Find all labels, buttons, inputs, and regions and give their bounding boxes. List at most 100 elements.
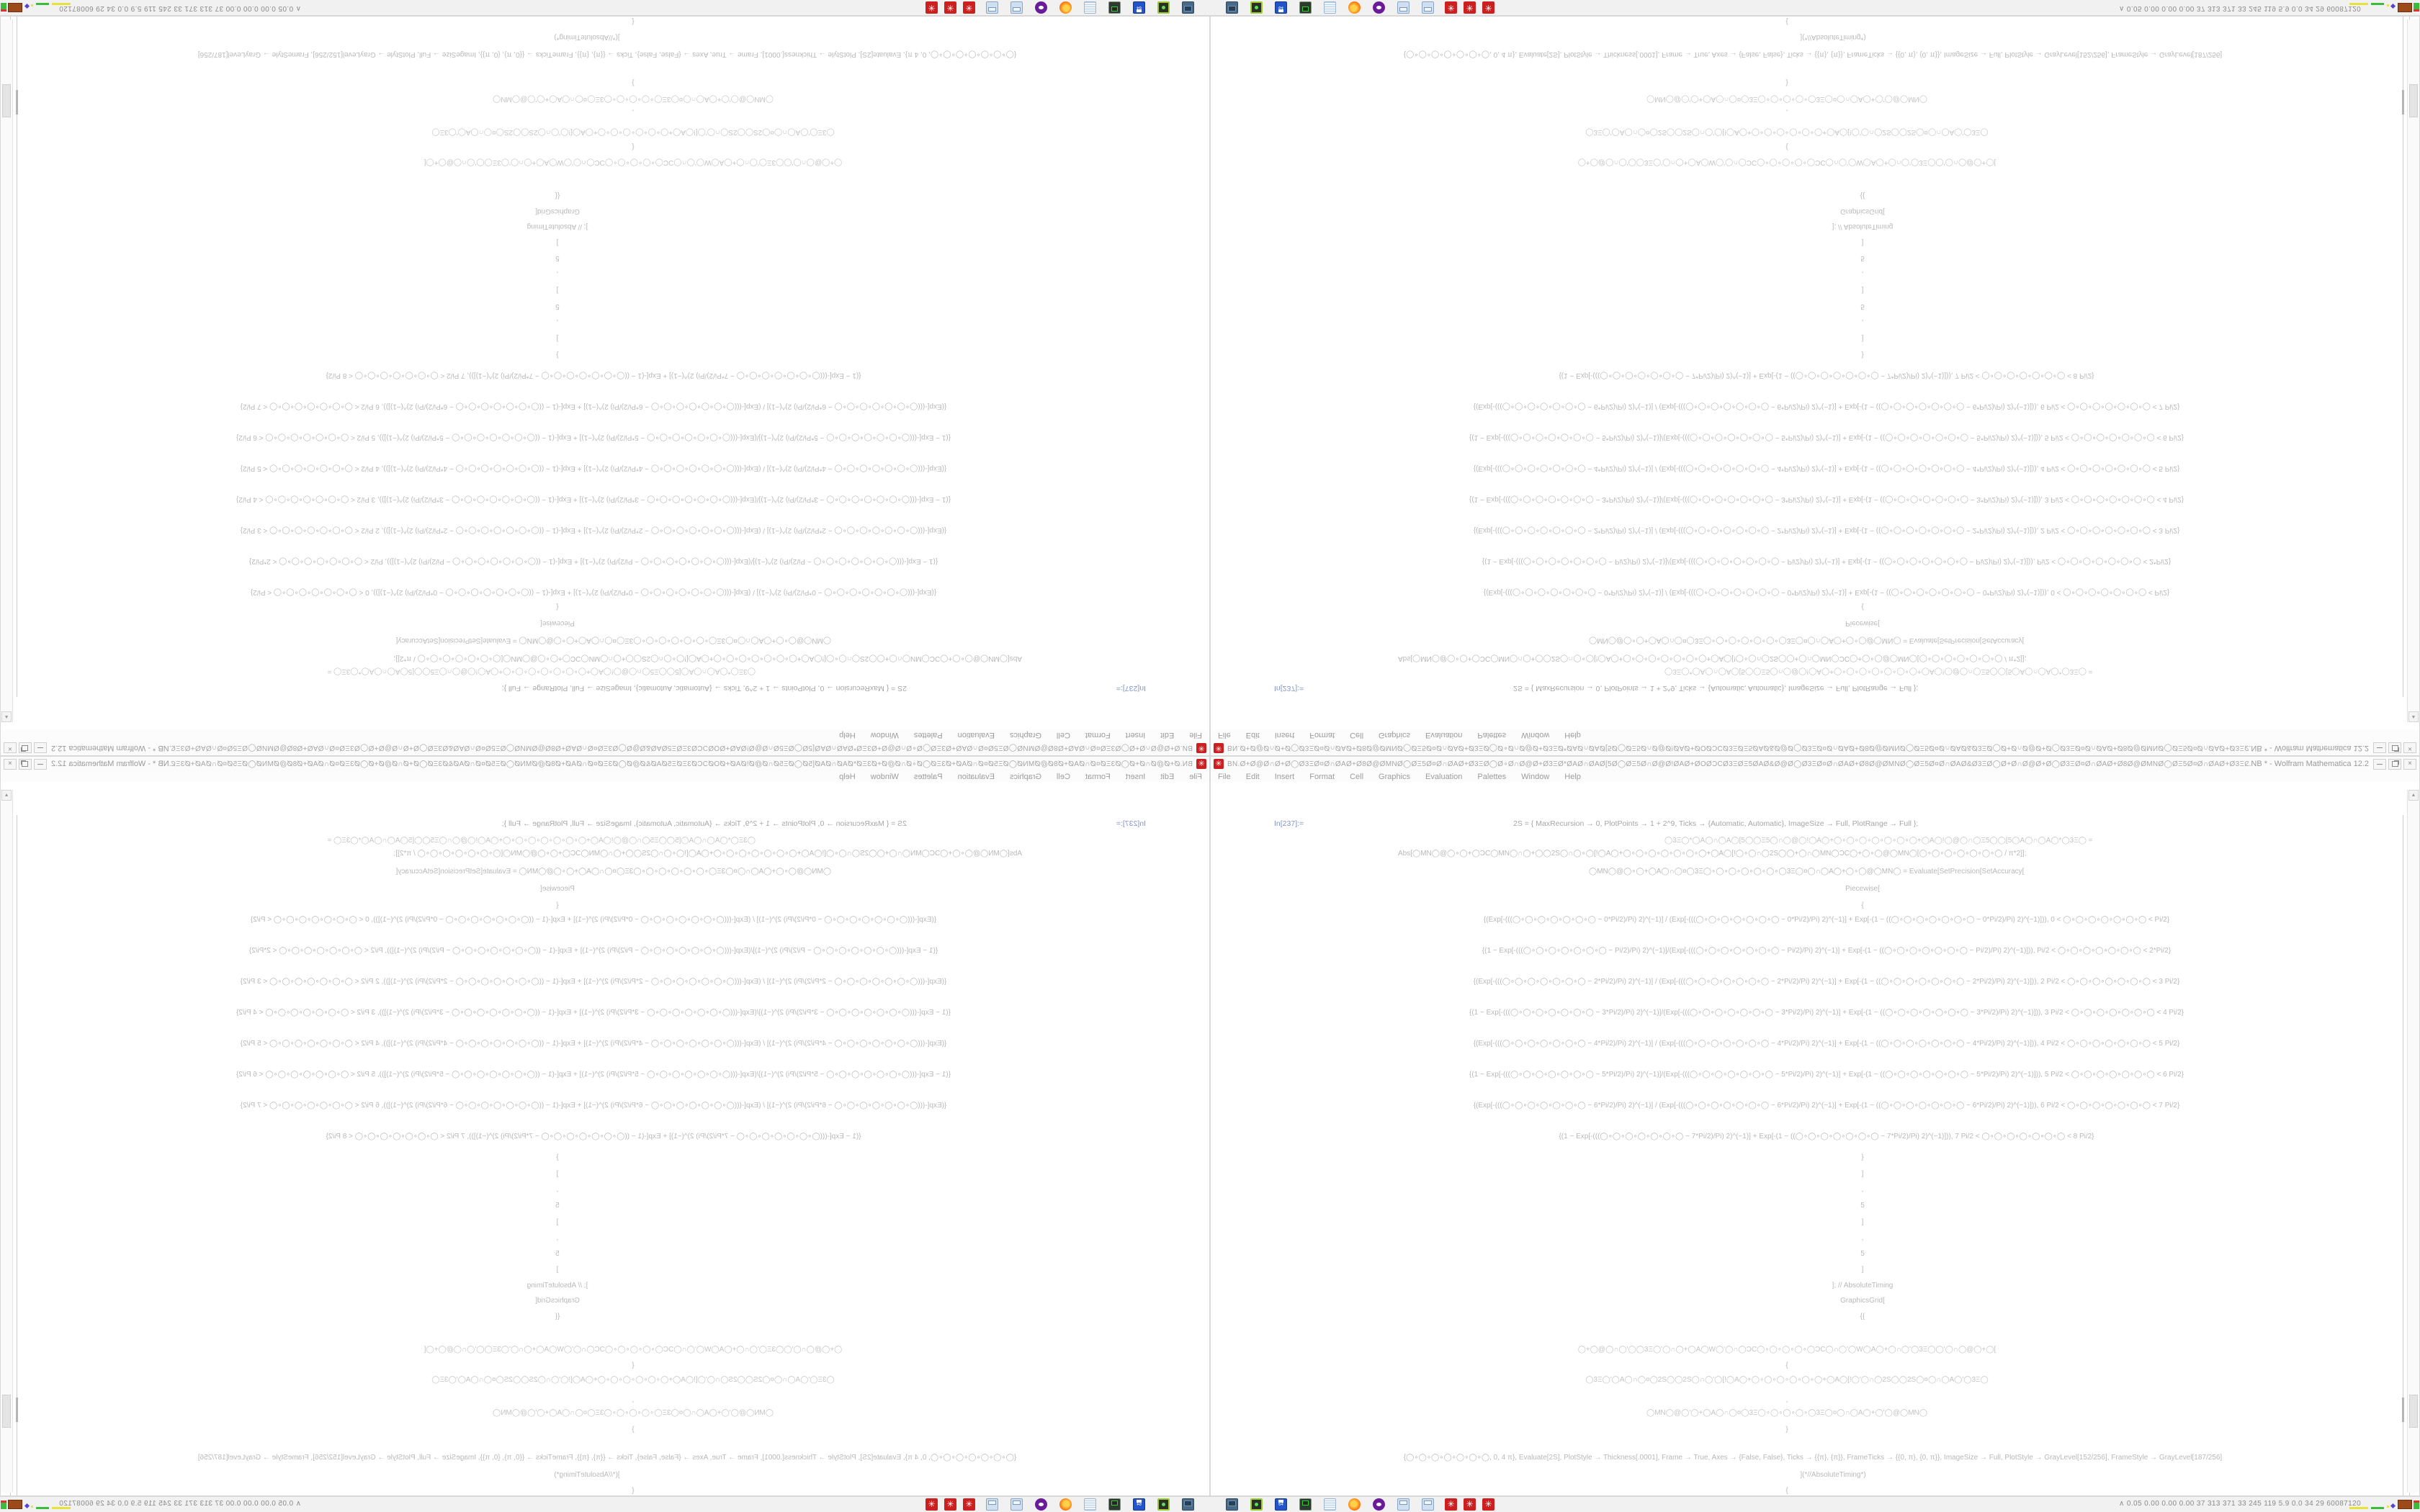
menu-graphics[interactable]: Graphics [1009, 772, 1041, 781]
floppy-64-icon[interactable]: 64 [1275, 1, 1287, 14]
mathematica-red-icon[interactable]: ✳ [1464, 1498, 1476, 1511]
vertical-scrollbar[interactable]: ▲ [1, 790, 13, 1493]
window-titlebar[interactable]: ✳ ΒΝ.Ø+Ø@Ø∩Ø+Ø◯Ø3ΞØ¤Ø∩ØΑØ+Ø8Ø@ØΜΝØ◯ØΞ5Ø¤… [1, 757, 1209, 772]
mathematica-red-icon[interactable]: ✳ [1445, 1498, 1457, 1511]
vertical-scrollbar[interactable]: ▲ [2407, 790, 2419, 1493]
monitor-gears-icon[interactable] [1182, 1498, 1194, 1511]
scroll-up-arrow[interactable]: ▲ [1, 790, 12, 801]
scrollbar-thumb[interactable] [2, 84, 11, 117]
monitor-gears-icon[interactable] [1226, 1498, 1238, 1511]
restore-button[interactable] [19, 742, 32, 754]
mathematica-app-icon[interactable]: ✳ [1214, 759, 1224, 769]
menu-format[interactable]: Format [1309, 731, 1335, 740]
floppy-64-icon[interactable]: 64 [1133, 1, 1145, 14]
floppy-64-icon[interactable]: 64 [1275, 1498, 1287, 1511]
menu-file[interactable]: File [1218, 731, 1231, 740]
mathematica-red-icon[interactable]: ✳ [926, 1, 938, 14]
calculator-icon[interactable] [1397, 1, 1410, 14]
mathematica-app-icon[interactable]: ✳ [1196, 759, 1206, 769]
mathematica-red-icon[interactable]: ✳ [1445, 1, 1457, 14]
menu-window[interactable]: Window [870, 772, 899, 781]
menu-help[interactable]: Help [839, 731, 856, 740]
green-console-icon[interactable] [1250, 1498, 1263, 1511]
mathematica-red-icon[interactable]: ✳ [963, 1, 975, 14]
menu-palettes[interactable]: Palettes [913, 731, 943, 740]
calculator-icon[interactable] [986, 1, 998, 14]
monitor-code-icon[interactable] [1108, 1498, 1121, 1511]
calculator-icon[interactable] [1397, 1498, 1410, 1511]
menu-insert[interactable]: Insert [1125, 772, 1146, 781]
menu-cell[interactable]: Cell [1350, 731, 1364, 740]
menu-help[interactable]: Help [839, 772, 856, 781]
menu-format[interactable]: Format [1309, 772, 1335, 781]
close-button[interactable]: × [4, 758, 17, 770]
notepad-icon[interactable] [1084, 1498, 1096, 1511]
calculator-icon[interactable] [986, 1498, 998, 1511]
mathematica-red-icon[interactable]: ✳ [963, 1498, 975, 1511]
menu-format[interactable]: Format [1085, 731, 1111, 740]
menu-file[interactable]: File [1189, 772, 1202, 781]
close-button[interactable]: × [2403, 742, 2416, 754]
menu-file[interactable]: File [1189, 731, 1202, 740]
menu-help[interactable]: Help [1564, 772, 1581, 781]
menu-palettes[interactable]: Palettes [1477, 731, 1507, 740]
minimize-button[interactable] [2373, 742, 2386, 754]
floppy-64-icon[interactable]: 64 [1133, 1498, 1145, 1511]
green-console-icon[interactable] [1250, 1, 1263, 14]
green-console-icon[interactable] [1157, 1, 1170, 14]
menu-palettes[interactable]: Palettes [1477, 772, 1507, 781]
menu-edit[interactable]: Edit [1160, 772, 1175, 781]
minimize-button[interactable] [2373, 758, 2386, 770]
menu-cell[interactable]: Cell [1056, 731, 1070, 740]
vertical-scrollbar[interactable]: ▲ [2407, 19, 2419, 722]
monitor-code-icon[interactable] [1108, 1, 1121, 14]
firefox-icon[interactable] [1348, 1498, 1361, 1511]
cell-bracket-segment[interactable] [2402, 90, 2404, 114]
menu-graphics[interactable]: Graphics [1379, 731, 1411, 740]
menu-insert[interactable]: Insert [1274, 731, 1295, 740]
mathematica-red-icon[interactable]: ✳ [944, 1498, 956, 1511]
mathematica-red-icon[interactable]: ✳ [1482, 1498, 1494, 1511]
restore-button[interactable] [19, 758, 32, 770]
menu-window[interactable]: Window [1521, 772, 1550, 781]
purple-browser-icon[interactable] [1035, 1, 1047, 14]
cell-bracket-segment[interactable] [16, 1398, 18, 1422]
calculator-icon[interactable] [1010, 1, 1023, 14]
monitor-code-icon[interactable] [1299, 1, 1312, 14]
menu-file[interactable]: File [1218, 772, 1231, 781]
menu-evaluation[interactable]: Evaluation [957, 731, 995, 740]
calculator-icon[interactable] [1010, 1498, 1023, 1511]
menu-edit[interactable]: Edit [1245, 772, 1260, 781]
firefox-icon[interactable] [1059, 1, 1072, 14]
menu-evaluation[interactable]: Evaluation [957, 772, 995, 781]
firefox-icon[interactable] [1348, 1, 1361, 14]
menu-evaluation[interactable]: Evaluation [1425, 731, 1463, 740]
mathematica-app-icon[interactable]: ✳ [1214, 743, 1224, 753]
mathematica-red-icon[interactable]: ✳ [944, 1, 956, 14]
menu-window[interactable]: Window [870, 731, 899, 740]
scrollbar-thumb[interactable] [2, 1395, 11, 1428]
mathematica-red-icon[interactable]: ✳ [1464, 1, 1476, 14]
cell-bracket-segment[interactable] [2402, 1398, 2404, 1422]
close-button[interactable]: × [4, 742, 17, 754]
vertical-scrollbar[interactable]: ▲ [1, 19, 13, 722]
menu-insert[interactable]: Insert [1125, 731, 1146, 740]
mathematica-red-icon[interactable]: ✳ [1482, 1, 1494, 14]
purple-browser-icon[interactable] [1373, 1498, 1385, 1511]
monitor-gears-icon[interactable] [1226, 1, 1238, 14]
scroll-up-arrow[interactable]: ▲ [2408, 711, 2419, 722]
menu-format[interactable]: Format [1085, 772, 1111, 781]
monitor-code-icon[interactable] [1299, 1498, 1312, 1511]
notepad-icon[interactable] [1084, 1, 1096, 14]
menu-palettes[interactable]: Palettes [913, 772, 943, 781]
calculator-icon[interactable] [1422, 1498, 1434, 1511]
menu-graphics[interactable]: Graphics [1379, 772, 1411, 781]
menu-edit[interactable]: Edit [1160, 731, 1175, 740]
scrollbar-thumb[interactable] [2409, 84, 2418, 117]
menu-graphics[interactable]: Graphics [1009, 731, 1041, 740]
green-console-icon[interactable] [1157, 1498, 1170, 1511]
menu-cell[interactable]: Cell [1056, 772, 1070, 781]
scroll-up-arrow[interactable]: ▲ [2408, 790, 2419, 801]
restore-button[interactable] [2388, 742, 2401, 754]
notepad-icon[interactable] [1324, 1498, 1336, 1511]
